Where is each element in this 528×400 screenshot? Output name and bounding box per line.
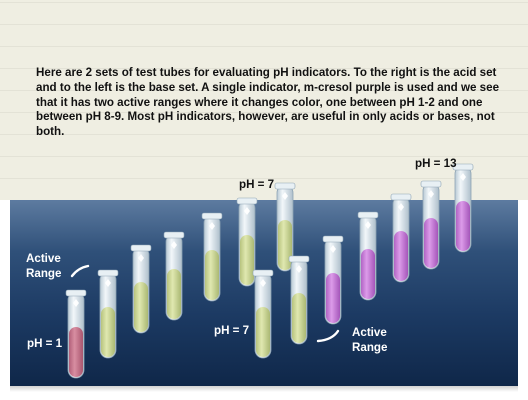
test-tube xyxy=(274,182,296,272)
test-tube xyxy=(236,197,258,287)
test-tube xyxy=(420,180,442,270)
brick-wall-background xyxy=(0,0,528,200)
test-tube xyxy=(390,193,412,283)
test-tube xyxy=(201,212,223,302)
ph-7-label-lower: pH = 7 xyxy=(214,324,250,337)
test-tube xyxy=(357,211,379,301)
panel-shadow xyxy=(10,386,518,392)
active-range-label-right-line2: Range xyxy=(352,341,388,354)
ph-13-label: pH = 13 xyxy=(415,157,457,170)
active-range-label-left-line2: Range xyxy=(26,267,62,280)
active-range-bracket-left xyxy=(70,264,90,278)
test-tube xyxy=(452,163,474,253)
ph-7-label-upper: pH = 7 xyxy=(239,178,275,191)
ph-1-label: pH = 1 xyxy=(27,337,63,350)
test-tube xyxy=(97,269,119,359)
active-range-label-left-line1: Active xyxy=(26,252,61,265)
test-tube xyxy=(252,269,274,359)
test-tube xyxy=(130,244,152,334)
description-text: Here are 2 sets of test tubes for evalua… xyxy=(36,66,500,139)
test-tube xyxy=(163,231,185,321)
test-tube xyxy=(65,289,87,379)
active-range-bracket-right xyxy=(316,329,340,343)
test-tube xyxy=(322,235,344,325)
test-tube xyxy=(288,255,310,345)
active-range-label-right-line1: Active xyxy=(352,326,387,339)
